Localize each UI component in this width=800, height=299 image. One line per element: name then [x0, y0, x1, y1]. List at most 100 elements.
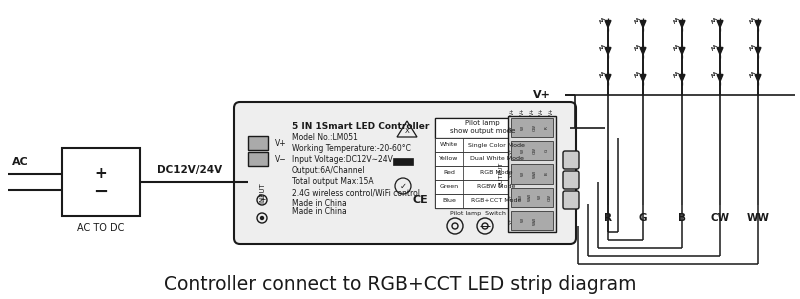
Text: CW: CW: [533, 124, 537, 131]
Bar: [62, 148, 140, 216]
Text: V+: V+: [549, 107, 554, 115]
Text: V+: V+: [509, 171, 513, 177]
Bar: [435, 180, 530, 194]
Bar: [511, 164, 553, 184]
Text: W: W: [521, 149, 525, 153]
Text: WW: WW: [533, 170, 537, 178]
Text: G: G: [545, 149, 549, 152]
Bar: [435, 180, 463, 194]
Polygon shape: [640, 21, 646, 28]
Text: Red: Red: [443, 170, 455, 176]
Text: 2.4G wireless control/WiFi control: 2.4G wireless control/WiFi control: [292, 188, 420, 197]
Text: CW: CW: [710, 213, 730, 223]
Polygon shape: [679, 48, 685, 54]
Text: WW: WW: [528, 193, 532, 201]
Polygon shape: [679, 21, 685, 28]
Text: B: B: [678, 213, 686, 223]
Text: CW: CW: [533, 147, 537, 154]
FancyBboxPatch shape: [563, 171, 579, 189]
Text: W: W: [518, 195, 522, 199]
Text: Pilot lamp: Pilot lamp: [465, 120, 500, 126]
Text: +: +: [94, 166, 107, 181]
Text: W: W: [521, 172, 525, 176]
Polygon shape: [605, 74, 611, 82]
Text: V+: V+: [539, 107, 544, 115]
FancyBboxPatch shape: [563, 191, 579, 209]
Polygon shape: [605, 48, 611, 54]
Text: V+: V+: [530, 107, 534, 115]
Polygon shape: [640, 48, 646, 54]
Text: R: R: [604, 213, 612, 223]
Bar: [435, 118, 530, 208]
Text: Green: Green: [439, 184, 458, 190]
Text: W: W: [521, 126, 525, 130]
Bar: [435, 138, 463, 152]
Bar: [435, 118, 530, 138]
Text: V+: V+: [509, 148, 513, 154]
Text: V−: V−: [275, 155, 286, 164]
Text: RGB+CCT Mode: RGB+CCT Mode: [471, 199, 522, 204]
Text: Output:6A/Channel: Output:6A/Channel: [292, 166, 366, 175]
Bar: [435, 194, 463, 208]
Text: Input Voltage:DC12V∼24V: Input Voltage:DC12V∼24V: [292, 155, 393, 164]
Text: WW: WW: [746, 213, 770, 223]
Text: show output mode: show output mode: [450, 128, 515, 134]
Text: RGBW Mode: RGBW Mode: [478, 184, 516, 190]
Text: WW: WW: [533, 216, 537, 225]
Text: B: B: [545, 173, 549, 176]
Text: CE: CE: [412, 195, 428, 205]
Text: V+: V+: [509, 217, 513, 224]
Text: Made in China: Made in China: [292, 199, 346, 208]
Text: V+: V+: [510, 107, 515, 115]
Circle shape: [261, 216, 263, 219]
Text: −: −: [94, 183, 109, 201]
Bar: [435, 166, 530, 180]
Text: Made in China: Made in China: [292, 207, 346, 216]
Text: 5 IN 1Smart LED Controller: 5 IN 1Smart LED Controller: [292, 122, 430, 131]
Polygon shape: [755, 21, 761, 28]
Text: Working Temperature:-20-60°C: Working Temperature:-20-60°C: [292, 144, 411, 153]
Bar: [435, 152, 463, 166]
Polygon shape: [717, 48, 723, 54]
Text: Yellow: Yellow: [439, 156, 458, 161]
Bar: [508, 116, 556, 232]
Text: CW: CW: [547, 194, 551, 201]
Polygon shape: [717, 74, 723, 82]
Bar: [511, 187, 553, 207]
Text: Model No.:LM051: Model No.:LM051: [292, 133, 358, 142]
FancyBboxPatch shape: [234, 102, 576, 244]
Text: Controller connect to RGB+CCT LED strip diagram: Controller connect to RGB+CCT LED strip …: [164, 275, 636, 295]
Text: R: R: [545, 126, 549, 129]
Text: RGB Mode: RGB Mode: [480, 170, 513, 176]
Bar: [435, 194, 530, 208]
Text: ✓: ✓: [399, 181, 406, 190]
Text: V+: V+: [509, 124, 513, 131]
Text: DC12V/24V: DC12V/24V: [158, 165, 222, 175]
Text: AC: AC: [12, 157, 28, 167]
Text: White: White: [440, 143, 458, 147]
Text: Single Color Mode: Single Color Mode: [468, 143, 525, 147]
Bar: [511, 141, 553, 160]
Bar: [248, 152, 268, 166]
Text: V+: V+: [509, 194, 513, 200]
Polygon shape: [640, 74, 646, 82]
Text: Total output Max:15A: Total output Max:15A: [292, 177, 374, 186]
Text: W: W: [538, 195, 542, 199]
Text: AC TO DC: AC TO DC: [78, 223, 125, 233]
Polygon shape: [755, 74, 761, 82]
Text: V+: V+: [533, 90, 551, 100]
Bar: [435, 138, 530, 152]
Bar: [435, 166, 463, 180]
Bar: [511, 118, 553, 137]
Text: Pilot lamp  Switch: Pilot lamp Switch: [450, 211, 506, 216]
Text: X: X: [405, 128, 410, 134]
Text: INPUT: INPUT: [259, 183, 265, 203]
Bar: [393, 158, 413, 165]
Text: V+: V+: [275, 138, 286, 147]
Polygon shape: [679, 74, 685, 82]
Bar: [511, 211, 553, 230]
FancyBboxPatch shape: [563, 151, 579, 169]
Text: W: W: [521, 218, 525, 222]
Bar: [435, 152, 530, 166]
Polygon shape: [605, 21, 611, 28]
